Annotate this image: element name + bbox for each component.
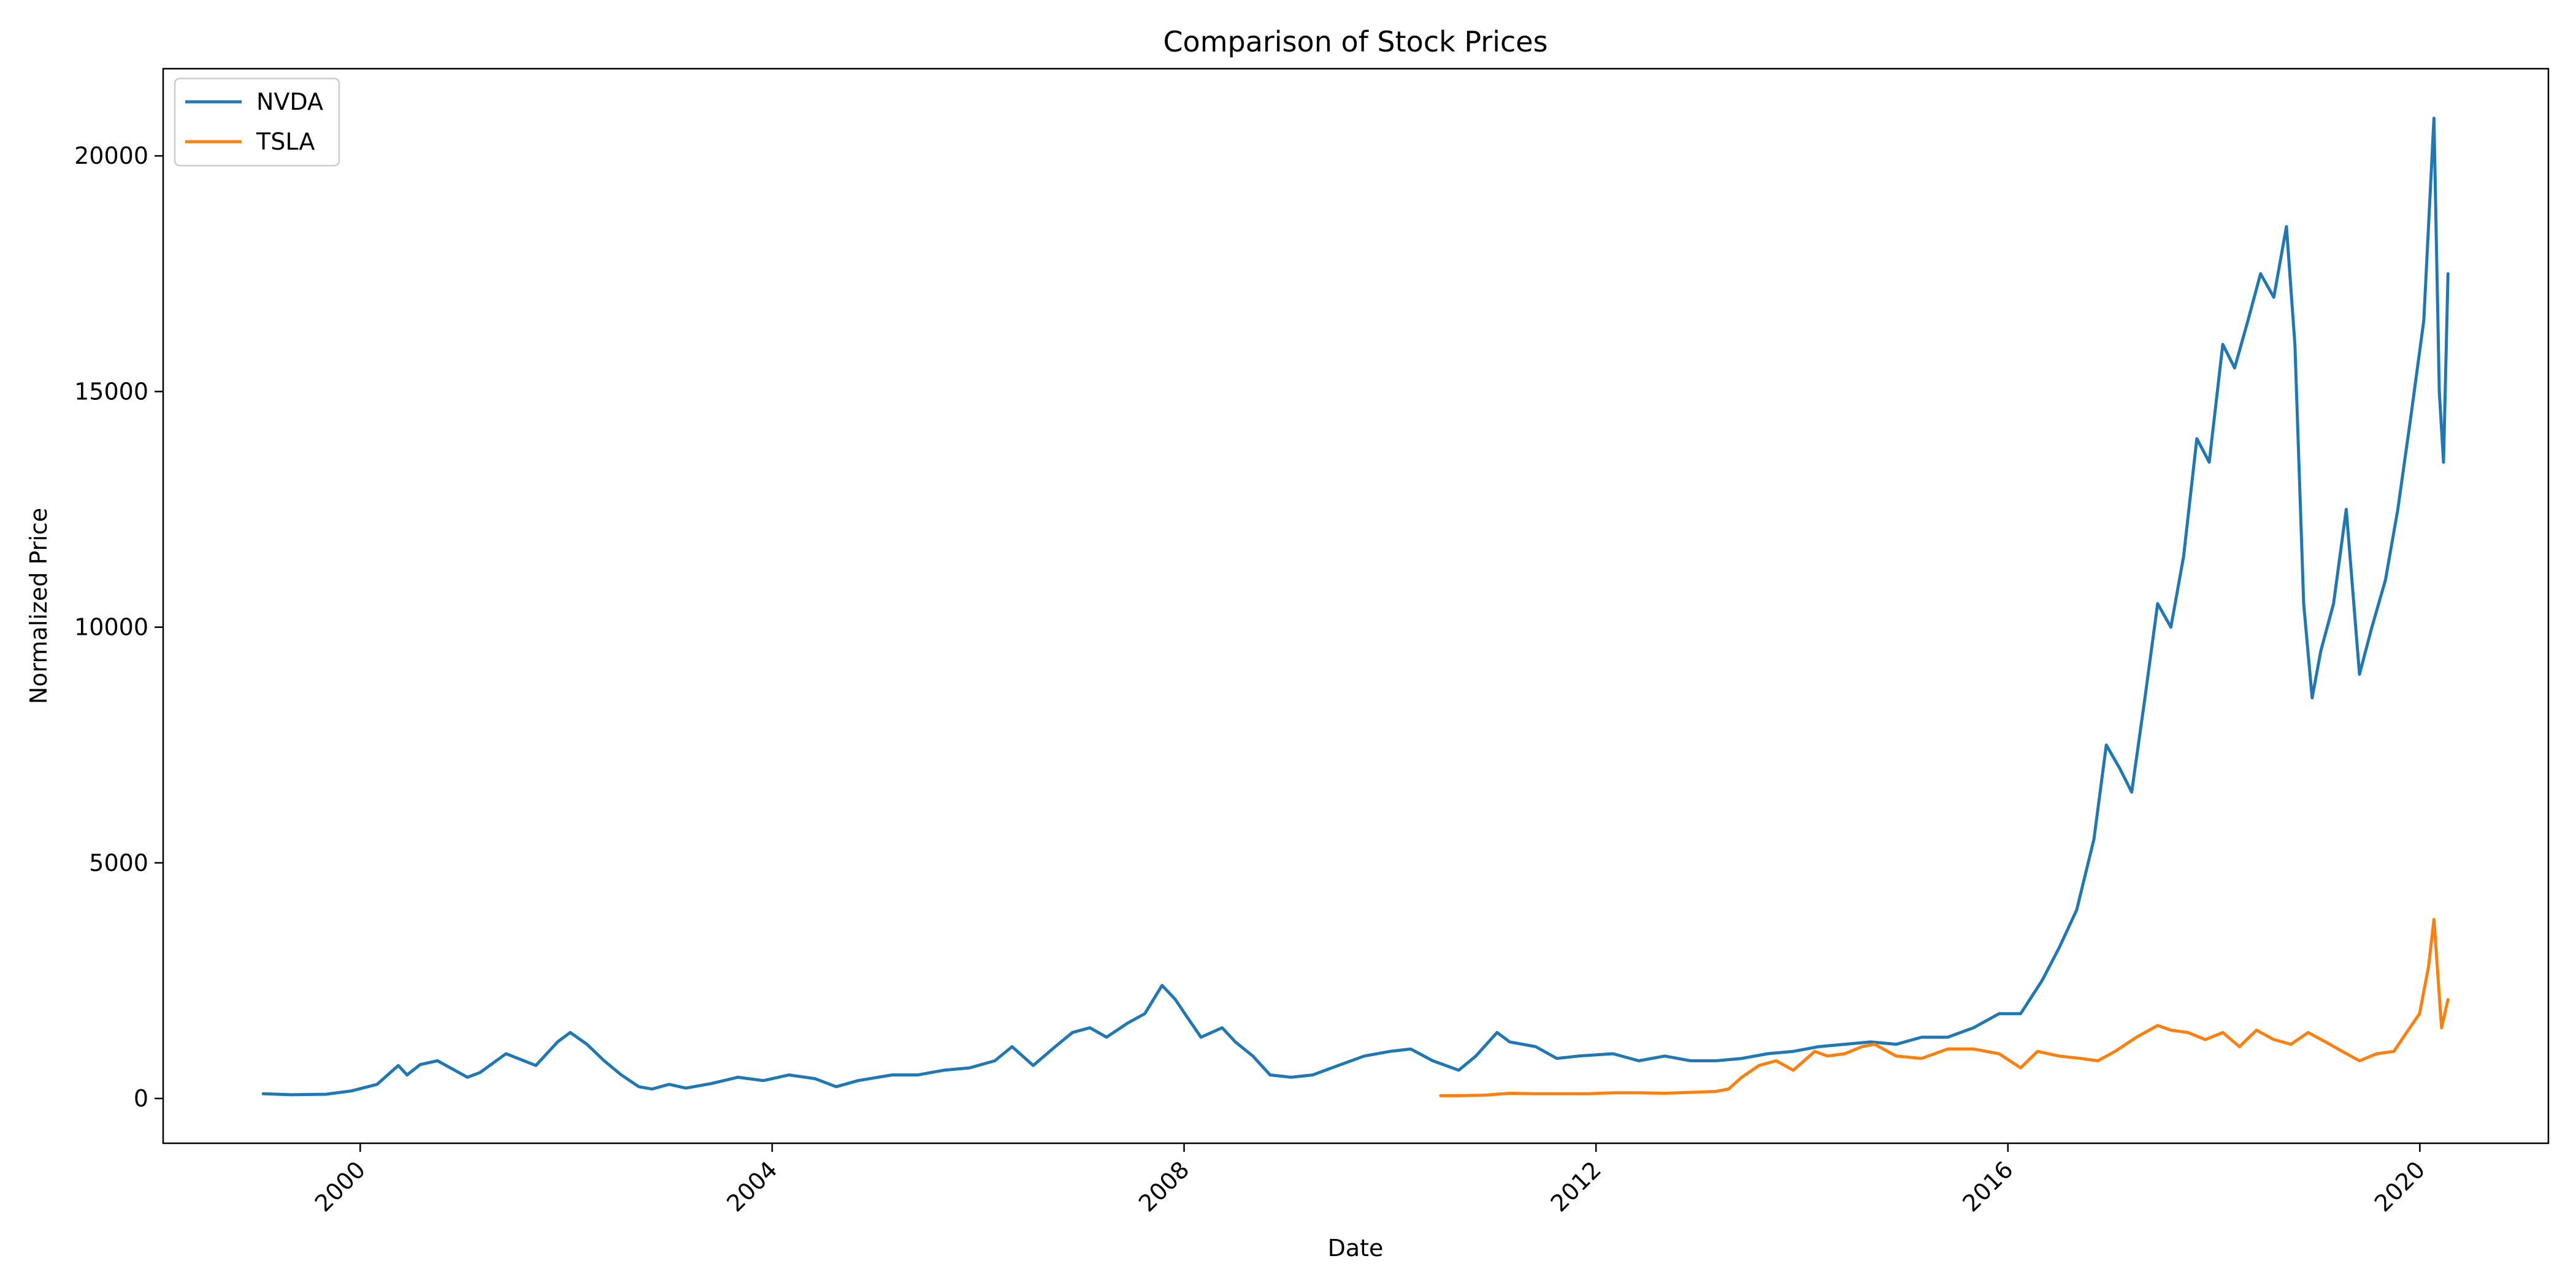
y-tick-label: 20000 <box>74 142 148 169</box>
series-line-nvda <box>261 117 2450 1097</box>
plot-frame <box>162 67 2550 1144</box>
y-axis: 0 5000 10000 15000 20000 <box>74 142 163 1112</box>
legend: NVDA TSLA <box>174 77 340 167</box>
series-layer <box>261 117 2450 1097</box>
y-tick-label: 0 <box>134 1085 148 1112</box>
x-axis-label: Date <box>1328 1235 1384 1262</box>
y-tick-label: 15000 <box>74 378 148 405</box>
chart-title: Comparison of Stock Prices <box>1163 25 1547 58</box>
legend-label-tsla: TSLA <box>256 128 315 155</box>
y-tick-label: 10000 <box>74 614 148 641</box>
series-line-tsla <box>1439 918 2450 1097</box>
y-tick-label: 5000 <box>89 849 148 876</box>
legend-label-nvda: NVDA <box>256 88 323 115</box>
y-axis-label: Normalized Price <box>25 508 52 704</box>
